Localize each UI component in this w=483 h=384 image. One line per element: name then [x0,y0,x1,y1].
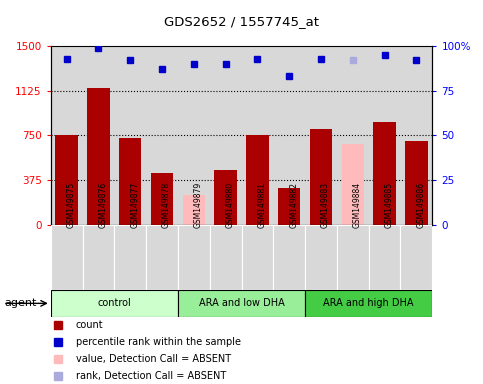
Bar [114,225,146,290]
Text: GSM149884: GSM149884 [353,182,362,228]
Text: GSM149878: GSM149878 [162,182,171,228]
Bar [87,88,110,225]
Text: agent: agent [5,298,37,308]
Text: ARA and low DHA: ARA and low DHA [199,298,284,308]
Bar [151,174,173,225]
Text: GSM149875: GSM149875 [67,182,76,228]
Bar [305,290,432,317]
Bar [210,225,242,290]
Text: GDS2652 / 1557745_at: GDS2652 / 1557745_at [164,15,319,28]
Text: GSM149885: GSM149885 [384,182,394,228]
Text: count: count [75,320,103,330]
Bar [51,290,178,317]
Text: value, Detection Call = ABSENT: value, Detection Call = ABSENT [75,354,231,364]
Bar [246,136,269,225]
Bar [56,136,78,225]
Bar [278,188,300,225]
Bar [51,225,83,290]
Text: GSM149876: GSM149876 [99,182,107,228]
Text: GSM149883: GSM149883 [321,182,330,228]
Bar [242,225,273,290]
Bar [214,170,237,225]
Bar [373,122,396,225]
Bar [400,225,432,290]
Text: GSM149879: GSM149879 [194,182,203,228]
Bar [341,144,364,225]
Text: GSM149886: GSM149886 [416,182,426,228]
Bar [337,225,369,290]
Bar [178,225,210,290]
Bar [146,225,178,290]
Bar [83,225,114,290]
Bar [305,225,337,290]
Text: rank, Detection Call = ABSENT: rank, Detection Call = ABSENT [75,371,226,381]
Bar [405,141,427,225]
Bar [119,138,142,225]
Text: percentile rank within the sample: percentile rank within the sample [75,337,241,347]
Bar [310,129,332,225]
Text: GSM149880: GSM149880 [226,182,235,228]
Text: ARA and high DHA: ARA and high DHA [324,298,414,308]
Bar [178,290,305,317]
Text: control: control [98,298,131,308]
Text: GSM149882: GSM149882 [289,182,298,228]
Text: GSM149877: GSM149877 [130,182,139,228]
Bar [273,225,305,290]
Bar [369,225,400,290]
Bar [183,195,205,225]
Text: GSM149881: GSM149881 [257,182,267,228]
